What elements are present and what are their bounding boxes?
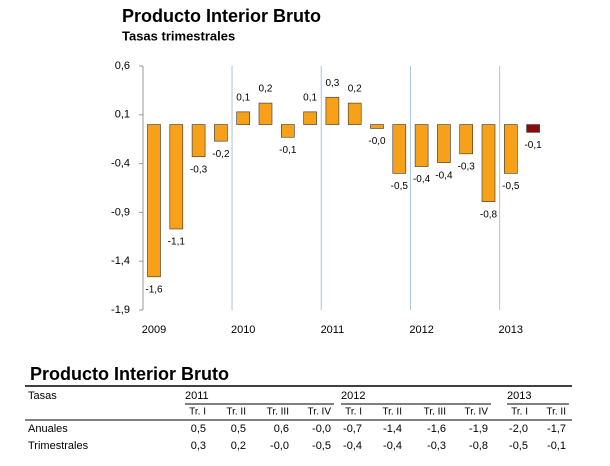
table-cell: -0,5 — [509, 440, 528, 452]
bar — [414, 124, 429, 167]
table-quarter: Tr. II — [226, 407, 246, 418]
bar — [459, 124, 474, 155]
table-title: Producto Interior Bruto — [30, 364, 229, 384]
value-label: -0,3 — [190, 164, 208, 175]
table-quarter: Tr. I — [345, 407, 362, 418]
value-label: -0,0 — [368, 136, 386, 147]
x-tick-label: 2011 — [321, 324, 345, 336]
value-label: 0,1 — [303, 93, 317, 104]
table-cell: -0,0 — [312, 423, 331, 435]
bar — [236, 111, 250, 125]
table-corner: Tasas — [28, 390, 57, 402]
y-tick-label: -1,4 — [111, 255, 130, 267]
bar — [258, 102, 273, 125]
table-cell: -2,0 — [509, 423, 528, 435]
table-quarter: Tr. II — [546, 407, 566, 418]
y-tick-label: 0,6 — [115, 60, 130, 72]
bar — [481, 124, 496, 202]
value-label: -0,1 — [524, 140, 542, 151]
table-row-label: Trimestrales — [28, 440, 89, 452]
bar — [280, 124, 295, 138]
bar — [437, 124, 451, 163]
table-cell: -1,6 — [427, 423, 446, 435]
table-year: 2012 — [341, 390, 365, 402]
table-quarter: Tr. II — [382, 407, 402, 418]
bar — [191, 124, 206, 158]
table-year: 2011 — [185, 390, 209, 402]
table-cell: -0,5 — [312, 440, 331, 452]
value-label: 0,3 — [325, 78, 339, 89]
value-label: -0,3 — [458, 161, 476, 172]
table-row-label: Anuales — [28, 423, 68, 435]
table-cell: -0,7 — [343, 423, 362, 435]
table-cell: -1,9 — [469, 423, 488, 435]
table-cell: -0,4 — [383, 440, 402, 452]
table-quarter: Tr. IV — [307, 407, 331, 418]
table-cell: -0,1 — [547, 440, 566, 452]
table-quarter: Tr. I — [189, 407, 206, 418]
table-cell: 0,5 — [191, 423, 206, 435]
bar — [325, 96, 340, 125]
table-year: 2013 — [507, 390, 531, 402]
bar — [147, 124, 161, 278]
value-label: -0,1 — [279, 145, 297, 156]
value-label: -0,4 — [413, 174, 431, 185]
chart-subtitle: Tasas trimestrales — [122, 28, 235, 43]
value-label: -0,8 — [480, 209, 498, 220]
table-cell: 0,3 — [191, 440, 206, 452]
table-cell: 0,2 — [231, 440, 246, 452]
table-cell: 0,5 — [231, 423, 246, 435]
bar — [503, 124, 518, 174]
table-quarter: Tr. IV — [464, 407, 488, 418]
y-tick-label: -0,4 — [111, 158, 130, 170]
chart-title: Producto Interior Bruto — [122, 6, 321, 26]
bar — [347, 102, 362, 125]
y-tick-label: -1,9 — [111, 304, 130, 316]
table-quarter: Tr. III — [267, 407, 289, 418]
y-tick-label: 0,1 — [115, 109, 130, 121]
bar — [370, 124, 384, 129]
value-label: -0,5 — [391, 181, 409, 192]
bar — [392, 124, 407, 174]
bar — [169, 124, 184, 230]
value-label: -0,5 — [502, 181, 520, 192]
table-quarter: Tr. I — [511, 407, 528, 418]
x-tick-label: 2010 — [231, 324, 255, 336]
table-cell: -0,8 — [469, 440, 488, 452]
x-tick-label: 2012 — [409, 324, 433, 336]
bar — [214, 124, 228, 142]
value-label: 0,1 — [236, 93, 250, 104]
table-cell: -1,7 — [547, 423, 566, 435]
value-label: -0,2 — [212, 149, 230, 160]
value-label: -1,1 — [168, 237, 186, 248]
value-label: -1,6 — [145, 284, 163, 295]
y-tick-label: -0,9 — [111, 206, 130, 218]
table-cell: -0,4 — [343, 440, 362, 452]
value-label: 0,2 — [348, 84, 362, 95]
table-quarter: Tr. III — [424, 407, 446, 418]
table-cell: 0,6 — [274, 423, 289, 435]
x-tick-label: 2013 — [499, 324, 523, 336]
x-tick-label: 2009 — [142, 324, 166, 336]
bar — [526, 124, 540, 133]
bar — [303, 111, 317, 125]
table-cell: -1,4 — [383, 423, 402, 435]
table-cell: -0,3 — [427, 440, 446, 452]
value-label: 0,2 — [259, 84, 273, 95]
table-cell: -0,0 — [270, 440, 289, 452]
value-label: -0,4 — [435, 170, 453, 181]
